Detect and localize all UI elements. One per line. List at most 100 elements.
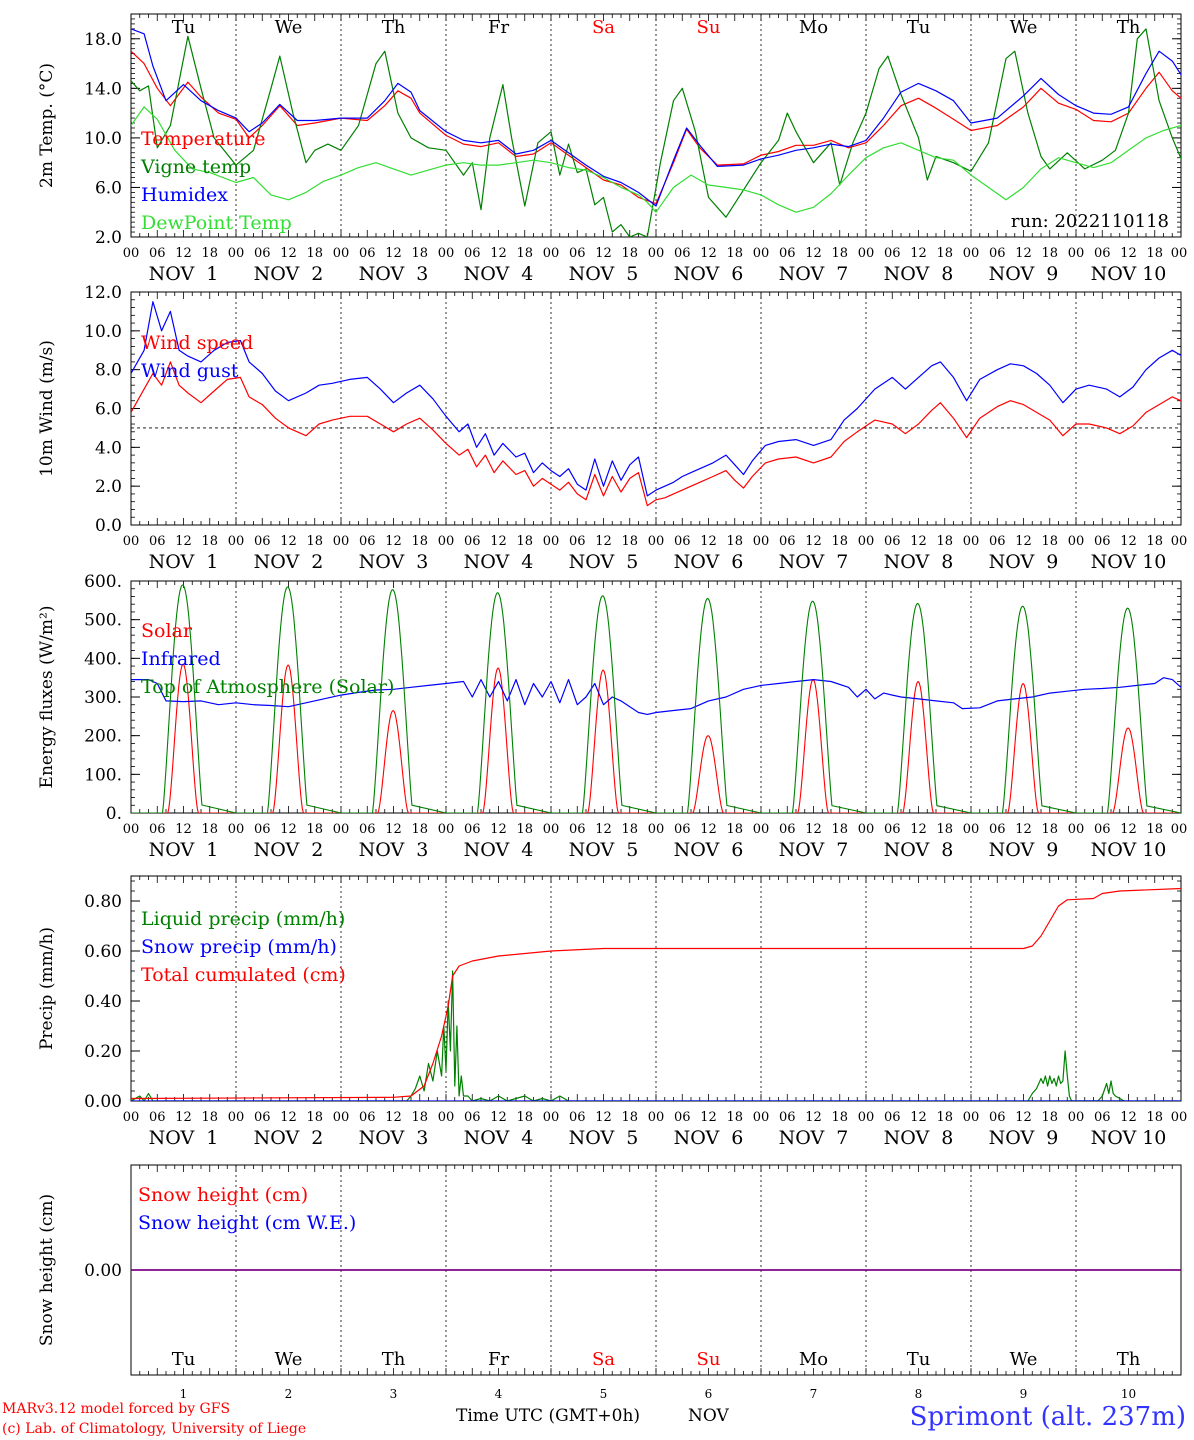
date-label: NOV 2	[254, 839, 324, 861]
legend-infrared: Infrared	[141, 648, 221, 670]
day-name-label: Tu	[907, 1349, 931, 1370]
hour-tick-label: 06	[779, 246, 796, 261]
date-label: NOV 6	[674, 263, 744, 285]
hour-tick-label: 12	[805, 534, 822, 549]
hour-tick-label: 18	[1146, 1110, 1163, 1125]
total-cumulated-cm-line	[131, 887, 1181, 1100]
hour-tick-label: 12	[490, 246, 507, 261]
hour-tick-label: 00	[543, 246, 560, 261]
hour-tick-label: 00	[648, 534, 665, 549]
top-of-atmosphere-solar-line	[971, 605, 1077, 813]
hour-tick-label: 18	[831, 246, 848, 261]
y-tick-label: 0.0	[95, 516, 122, 536]
day-name-label: We	[1010, 17, 1038, 38]
hour-tick-label: 18	[306, 246, 323, 261]
run-label: run: 2022110118	[1011, 211, 1169, 232]
hour-tick-label: 00	[543, 534, 560, 549]
y-tick-label: 0.60	[84, 942, 122, 962]
hour-tick-label: 18	[936, 822, 953, 837]
hour-tick-label: 12	[1120, 1110, 1137, 1125]
liquid-precip-mm-h-line	[131, 970, 1181, 1101]
hour-tick-label: 12	[490, 822, 507, 837]
y-tick-label: 0.	[106, 804, 122, 824]
hour-tick-label: 12	[280, 534, 297, 549]
station-label: Sprimont (alt. 237m)	[909, 1402, 1186, 1432]
hour-tick-label: 12	[700, 534, 717, 549]
hour-tick-label: 18	[411, 1110, 428, 1125]
top-of-atmosphere-solar-line	[1076, 607, 1181, 813]
hour-tick-label: 00	[1171, 1110, 1188, 1125]
hour-tick-label: 18	[831, 822, 848, 837]
hour-tick-label: 06	[464, 822, 481, 837]
date-label: NOV 2	[254, 263, 324, 285]
date-label: NOV 9	[989, 839, 1059, 861]
hour-tick-label: 18	[201, 1110, 218, 1125]
hour-tick-label: 00	[858, 822, 875, 837]
top-of-atmosphere-solar-line	[761, 600, 867, 813]
date-label: NOV 7	[779, 551, 849, 573]
day-number-label: 5	[600, 1387, 608, 1401]
date-label: NOV 10	[1091, 1127, 1167, 1149]
solar-line	[1076, 727, 1181, 813]
hour-tick-label: 18	[1146, 246, 1163, 261]
day-name-label: Su	[697, 17, 721, 38]
date-label: NOV 3	[359, 839, 429, 861]
day-name-label: Mo	[799, 1349, 828, 1370]
y-tick-label: 2.0	[95, 477, 122, 497]
hour-tick-label: 18	[516, 1110, 533, 1125]
panel-4: 0.00 0.20 0.40 0.60 0.80 Precip (mm/h) Liquid …	[37, 875, 1188, 1149]
hour-tick-label: 06	[674, 822, 691, 837]
hour-tick-label: 06	[254, 246, 271, 261]
hour-tick-label: 06	[149, 1110, 166, 1125]
day-number-label: 10	[1121, 1387, 1136, 1401]
date-label: NOV 10	[1091, 839, 1167, 861]
hour-tick-label: 06	[359, 534, 376, 549]
hour-tick-label: 18	[201, 534, 218, 549]
dewpoint-temp-line	[131, 106, 1181, 213]
hour-tick-label: 06	[254, 534, 271, 549]
date-label: NOV 2	[254, 1127, 324, 1149]
hour-tick-label: 12	[595, 822, 612, 837]
y-tick-label: 0.00	[84, 1092, 122, 1112]
hour-tick-label: 06	[464, 246, 481, 261]
hour-tick-label: 00	[648, 822, 665, 837]
hour-tick-label: 00	[438, 1110, 455, 1125]
wind-gust-line	[131, 301, 1181, 497]
date-label: NOV 6	[674, 1127, 744, 1149]
hour-tick-label: 18	[726, 822, 743, 837]
hour-tick-label: 00	[333, 1110, 350, 1125]
hour-tick-label: 06	[1094, 534, 1111, 549]
legend-snow-height-cm: Snow height (cm)	[138, 1184, 308, 1206]
solar-line	[341, 709, 446, 813]
hour-tick-label: 12	[700, 822, 717, 837]
hour-tick-label: 00	[123, 1110, 140, 1125]
hour-tick-label: 12	[385, 822, 402, 837]
hour-tick-label: 12	[595, 534, 612, 549]
top-of-atmosphere-solar-line	[236, 586, 342, 813]
date-label: NOV 5	[569, 263, 639, 285]
date-label: NOV 8	[884, 1127, 954, 1149]
y-tick-label: 6.0	[95, 178, 122, 198]
hour-tick-label: 12	[700, 1110, 717, 1125]
day-number-label: 8	[915, 1387, 923, 1401]
date-label: NOV 3	[359, 263, 429, 285]
top-of-atmosphere-solar-line	[866, 603, 972, 813]
date-label: NOV 5	[569, 839, 639, 861]
series-group	[131, 887, 1181, 1101]
day-name-label: Th	[382, 1349, 406, 1370]
top-of-atmosphere-solar-line	[341, 589, 447, 813]
infrared-line	[131, 677, 1181, 715]
hour-tick-label: 00	[228, 1110, 245, 1125]
day-name-label: We	[275, 1349, 303, 1370]
panel-3: 0. 100. 200. 300. 400. 500. 600. Energy fluxes …	[37, 572, 1187, 861]
hour-tick-label: 00	[438, 246, 455, 261]
hour-tick-label: 18	[306, 822, 323, 837]
hour-tick-label: 00	[333, 822, 350, 837]
hour-tick-label: 06	[884, 246, 901, 261]
hour-tick-label: 18	[201, 246, 218, 261]
hour-tick-label: 18	[306, 534, 323, 549]
hour-tick-label: 18	[621, 822, 638, 837]
legend-liquid-precip-mm-h: Liquid precip (mm/h)	[141, 908, 345, 930]
date-label: NOV 9	[989, 1127, 1059, 1149]
